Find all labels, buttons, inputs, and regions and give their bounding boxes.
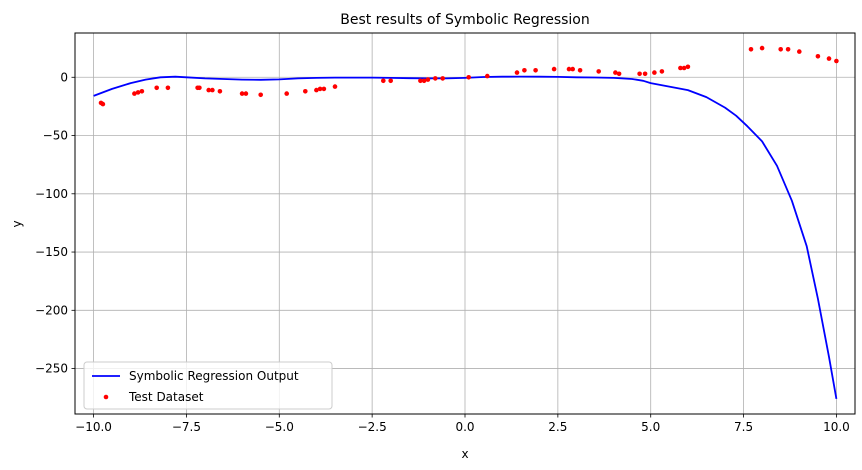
legend: Symbolic Regression Output Test Dataset	[83, 361, 333, 410]
test-dataset-point	[418, 78, 423, 84]
test-dataset-point	[440, 76, 446, 81]
test-dataset-point	[522, 68, 527, 73]
test-dataset-point	[485, 73, 490, 79]
series-line-symbolic-regression	[93, 75, 838, 400]
test-dataset-point	[100, 101, 106, 107]
test-dataset-point	[217, 89, 223, 94]
test-dataset-point	[759, 45, 765, 51]
test-dataset-point	[154, 85, 159, 91]
test-dataset-point	[132, 91, 137, 96]
test-dataset-point	[785, 47, 791, 52]
test-dataset-point	[616, 71, 622, 77]
y-tick-label: −250	[35, 362, 68, 376]
test-dataset-point	[637, 71, 642, 77]
test-dataset-point	[613, 70, 618, 75]
test-dataset-point	[303, 89, 308, 94]
test-dataset-point	[314, 87, 319, 93]
x-tick-label: 10.0	[823, 420, 850, 434]
test-dataset-point	[321, 86, 327, 92]
test-dataset-point	[685, 64, 691, 70]
legend-dot-swatch	[103, 394, 109, 400]
test-dataset-point	[570, 66, 575, 72]
x-tick-label: −7.5	[172, 420, 201, 434]
test-dataset-point	[678, 65, 683, 71]
legend-box	[83, 361, 333, 410]
test-dataset-point	[239, 91, 245, 96]
test-dataset-point	[425, 77, 431, 82]
test-dataset-point	[642, 71, 648, 77]
test-dataset-point	[139, 89, 145, 94]
x-axis-label: x	[461, 447, 468, 461]
test-dataset-point	[284, 91, 290, 96]
test-dataset-point	[577, 68, 583, 73]
test-dataset-point	[815, 54, 821, 59]
x-tick-label: 2.5	[548, 420, 567, 434]
test-dataset-point	[381, 78, 386, 84]
test-dataset-point	[197, 85, 202, 91]
test-dataset-point	[243, 91, 249, 96]
test-dataset-point	[165, 85, 171, 91]
legend-label-symbolic-regression: Symbolic Regression Output	[129, 369, 299, 383]
x-tick-label: 0.0	[455, 420, 474, 434]
test-dataset-point	[317, 86, 323, 92]
test-dataset-point	[533, 68, 538, 73]
test-dataset-point	[514, 70, 520, 75]
test-dataset-point	[421, 78, 427, 84]
test-dataset-point	[652, 70, 657, 75]
test-dataset-point	[596, 69, 601, 74]
test-dataset-point	[332, 84, 338, 89]
test-dataset-point	[797, 49, 802, 54]
test-dataset-point	[433, 76, 438, 81]
y-tick-label: 0	[60, 70, 68, 84]
test-dataset-point	[826, 56, 832, 61]
test-dataset-point	[659, 69, 665, 74]
legend-label-test-dataset: Test Dataset	[128, 390, 204, 404]
test-dataset-point	[681, 65, 687, 71]
test-dataset-point	[834, 58, 839, 64]
series-layer	[93, 45, 839, 400]
y-tick-label: −50	[43, 129, 68, 143]
x-tick-label: 5.0	[641, 420, 660, 434]
test-dataset-point	[778, 47, 783, 52]
x-ticks: −10.0 −7.5 −5.0 −2.5 0.0 2.5 5.0 7.5 10.0	[75, 414, 850, 434]
test-dataset-point	[551, 66, 557, 72]
y-ticks: 0 −50 −100 −150 −200 −250	[35, 70, 75, 376]
plot-area-frame	[74, 32, 856, 415]
y-tick-label: −200	[35, 303, 68, 317]
test-dataset-point	[210, 87, 215, 93]
y-axis-label: y	[10, 220, 24, 227]
test-dataset-point	[466, 75, 472, 80]
chart-title: Best results of Symbolic Regression	[340, 12, 590, 28]
test-dataset-point	[566, 66, 572, 72]
x-tick-label: −10.0	[75, 420, 112, 434]
test-dataset-point	[206, 87, 211, 93]
y-tick-label: −100	[35, 187, 68, 201]
test-dataset-point	[258, 92, 264, 98]
x-tick-label: −2.5	[358, 420, 387, 434]
test-dataset-point	[388, 78, 394, 84]
test-dataset-point	[748, 47, 754, 52]
x-tick-label: 7.5	[734, 420, 753, 434]
test-dataset-point	[135, 90, 141, 95]
x-tick-label: −5.0	[265, 420, 294, 434]
y-tick-label: −150	[35, 245, 68, 259]
